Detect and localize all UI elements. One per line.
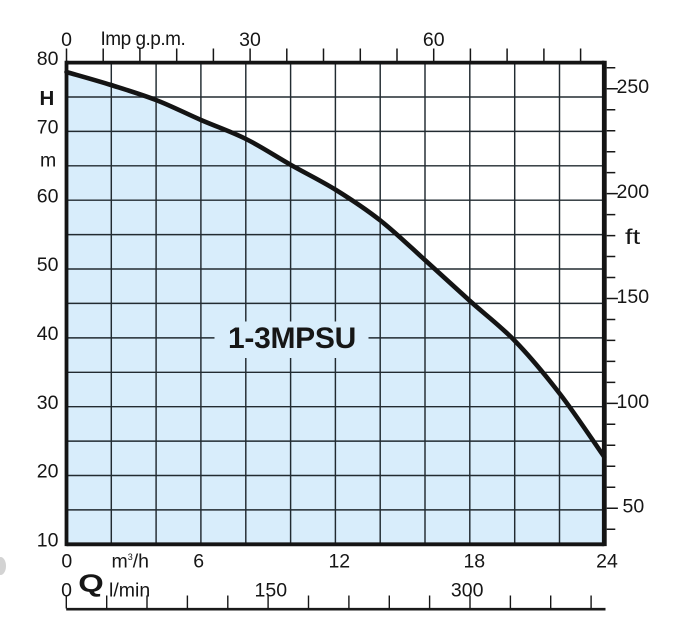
svg-text:Q: Q	[78, 570, 103, 598]
svg-text:150: 150	[617, 286, 650, 308]
svg-text:60: 60	[423, 29, 445, 51]
svg-text:0: 0	[61, 580, 72, 602]
svg-text:30: 30	[37, 392, 59, 414]
svg-text:Imp g.p.m.: Imp g.p.m.	[101, 29, 186, 50]
svg-text:l/min: l/min	[109, 580, 150, 602]
svg-text:0: 0	[61, 550, 72, 572]
svg-text:0: 0	[61, 29, 72, 51]
svg-text:20: 20	[37, 461, 59, 483]
svg-text:m: m	[40, 150, 56, 172]
svg-text:100: 100	[617, 391, 650, 413]
svg-text:200: 200	[617, 181, 650, 203]
svg-text:m3/h: m3/h	[112, 550, 150, 572]
svg-text:50: 50	[37, 254, 59, 276]
svg-text:H: H	[40, 87, 55, 110]
svg-text:70: 70	[37, 117, 59, 139]
svg-text:60: 60	[37, 185, 59, 207]
svg-text:6: 6	[193, 550, 204, 572]
svg-text:250: 250	[617, 76, 650, 98]
svg-text:12: 12	[328, 550, 350, 572]
svg-text:30: 30	[239, 29, 261, 51]
svg-text:300: 300	[451, 580, 484, 602]
svg-text:1-3MPSU: 1-3MPSU	[228, 322, 356, 355]
svg-text:40: 40	[37, 323, 59, 345]
svg-text:ft: ft	[625, 226, 640, 249]
svg-text:80: 80	[37, 48, 59, 70]
svg-text:24: 24	[596, 550, 618, 572]
svg-text:18: 18	[463, 550, 485, 572]
svg-text:150: 150	[255, 580, 288, 602]
svg-text:50: 50	[623, 496, 645, 518]
svg-text:10: 10	[37, 530, 59, 552]
